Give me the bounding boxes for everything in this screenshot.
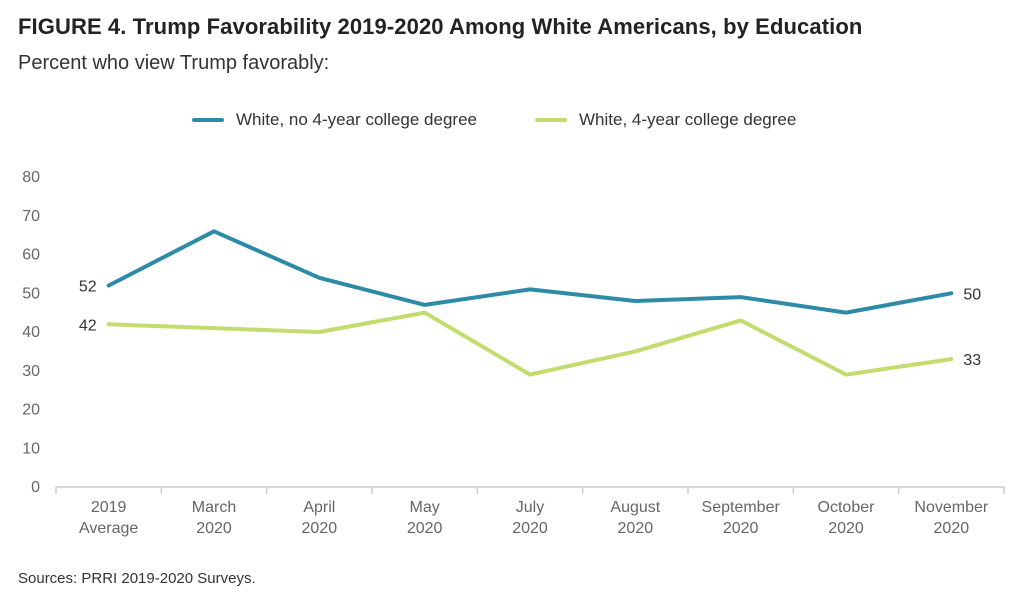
legend-swatch-degree [534, 118, 567, 122]
y-tick-label-4: 40 [22, 324, 40, 341]
data-label-series-1-last: 33 [963, 352, 981, 369]
data-label-series-0-first: 52 [79, 279, 97, 296]
data-label-series-1-first: 42 [79, 317, 97, 334]
legend-label-no-degree: White, no 4-year college degree [236, 110, 477, 129]
y-tick-label-7: 70 [22, 208, 40, 225]
y-tick-label-5: 50 [22, 285, 40, 302]
data-label-series-0-last: 50 [963, 286, 981, 303]
chart-title: FIGURE 4. Trump Favorability 2019-2020 A… [18, 14, 863, 39]
y-tick-label-3: 30 [22, 363, 40, 380]
x-tick-label-1: March 2020 [192, 499, 236, 537]
chart-subtitle: Percent who view Trump favorably: [18, 52, 330, 74]
y-tick-label-0: 0 [31, 479, 40, 496]
legend-item-degree: White, 4-year college degree [534, 110, 797, 130]
y-tick-label-6: 60 [22, 247, 40, 264]
x-tick-label-5: August 2020 [610, 499, 660, 537]
x-tick-label-4: July 2020 [512, 499, 548, 537]
y-tick-label-8: 80 [22, 169, 40, 186]
y-tick-label-2: 20 [22, 402, 40, 419]
y-tick-label-1: 10 [22, 440, 40, 457]
legend: White, no 4-year college degree White, 4… [192, 110, 854, 130]
x-tick-label-6: September 2020 [702, 499, 781, 537]
legend-swatch-no-degree [192, 118, 224, 122]
series-line-0 [106, 229, 954, 315]
x-tick-label-3: May 2020 [407, 499, 443, 537]
x-tick-label-7: October 2020 [818, 499, 876, 537]
legend-item-no-degree: White, no 4-year college degree [192, 110, 477, 130]
x-tick-label-0: 2019 Average [79, 499, 138, 537]
series-line-1 [106, 310, 954, 377]
x-tick-label-2: April 2020 [302, 499, 338, 537]
x-tick-label-8: November 2020 [914, 499, 988, 537]
legend-label-degree: White, 4-year college degree [578, 110, 797, 129]
source-note: Sources: PRRI 2019-2020 Surveys. [18, 570, 256, 587]
